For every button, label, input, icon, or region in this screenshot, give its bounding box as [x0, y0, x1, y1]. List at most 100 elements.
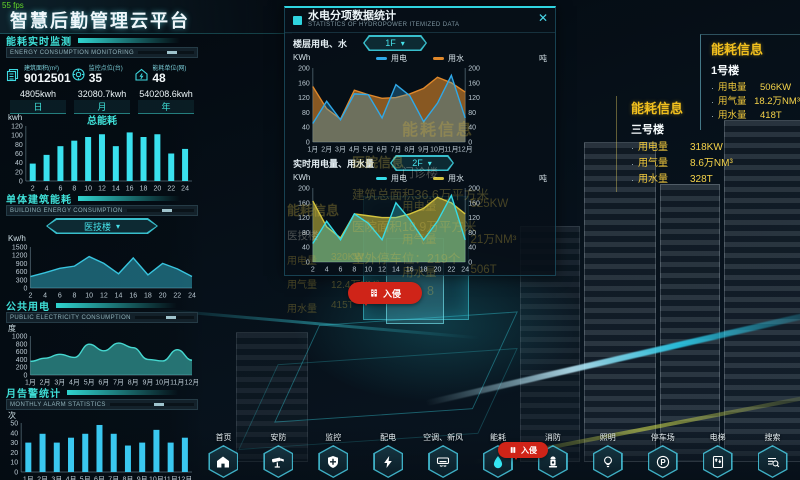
left-sidebar: 能耗实时监测 ENERGY CONSUMPTION MONITORING 建筑面…	[0, 0, 204, 480]
total-energy-chart-head: kwh 总能耗	[8, 113, 117, 127]
svg-text:8月: 8月	[404, 146, 415, 154]
floor-usage-row: 楼层用电、水 1F	[285, 33, 555, 53]
svg-text:40: 40	[468, 245, 476, 252]
chevron-down-icon	[401, 38, 405, 48]
nav-item-monitoring[interactable]: 监控	[306, 432, 361, 478]
building-energy-area-chart: 0 300 600 900 1200 1500 2 4 6 8 10 12 14 16 18 20 22 24	[6, 243, 198, 300]
mini-scrollbar	[138, 51, 194, 54]
svg-text:20: 20	[15, 169, 23, 176]
nav-item-lighting[interactable]: 照明	[580, 432, 635, 478]
svg-text:6: 6	[339, 267, 343, 274]
panel-title: 能耗信息	[631, 101, 684, 116]
svg-text:0: 0	[468, 140, 472, 147]
intrusion-alarm-badge-nav[interactable]: 入侵	[498, 442, 548, 460]
svg-text:16: 16	[129, 293, 137, 300]
svg-text:8: 8	[352, 267, 356, 274]
svg-text:6: 6	[58, 293, 62, 300]
nav-item-search[interactable]: 搜索	[745, 432, 800, 478]
modal-titles: 水电分项数据统计 STATISTICS OF HYDROPOWER ITEMIZ…	[308, 11, 459, 29]
nav-item-hvac[interactable]: 空调、新风	[416, 432, 471, 478]
svg-text:0: 0	[468, 260, 472, 267]
modal-square-icon	[293, 15, 302, 25]
app-header: 智慧后勤管理云平台	[0, 0, 292, 34]
lightning-icon	[373, 445, 404, 478]
public-electricity-area-chart: 0 200 400 600 800 1000 1月 2月 3月 4月 5月 6月 7月 8月 9月 10月 11…	[6, 332, 200, 387]
svg-text:2: 2	[28, 293, 32, 300]
modal-subtitle: STATISTICS OF HYDROPOWER ITEMIZED DATA	[308, 22, 460, 28]
svg-text:0: 0	[14, 470, 18, 477]
svg-text:12月: 12月	[177, 476, 192, 480]
svg-text:200: 200	[298, 66, 310, 73]
svg-text:20: 20	[10, 450, 18, 457]
svg-text:24: 24	[188, 293, 196, 300]
svg-text:7月: 7月	[108, 476, 119, 480]
svg-text:120: 120	[298, 215, 310, 222]
section-dash	[67, 390, 198, 395]
realtime-floor-dropdown[interactable]: 2F	[390, 155, 454, 171]
svg-text:10: 10	[84, 186, 92, 193]
svg-text:20: 20	[153, 186, 161, 193]
svg-text:9月: 9月	[142, 379, 153, 387]
svg-text:120: 120	[298, 95, 310, 102]
svg-text:8月: 8月	[122, 476, 133, 480]
intrusion-alarm-badge[interactable]: 入侵	[348, 282, 422, 306]
panel-building-name: 三号楼	[631, 124, 664, 136]
kpi-building-area: 建筑面积(m²) 9012501	[6, 60, 71, 88]
monthly-alarm-bar-chart: 0 10 20 30 40 50 1月 2月 3月 4月 5月 6月 7月 8月 9月 10月 11月 12月	[6, 419, 198, 480]
nav-item-parking[interactable]: 停车场 P	[635, 432, 690, 478]
svg-text:80: 80	[302, 110, 310, 117]
svg-text:12月: 12月	[185, 379, 198, 387]
svg-text:10月: 10月	[430, 146, 445, 154]
nav-item-home[interactable]: 首页	[196, 432, 251, 478]
svg-text:5月: 5月	[80, 476, 91, 480]
svg-text:400: 400	[16, 357, 28, 364]
svg-text:P: P	[660, 457, 666, 466]
svg-text:22: 22	[447, 267, 455, 274]
nav-item-security[interactable]: 安防	[251, 432, 306, 478]
svg-text:1500: 1500	[12, 245, 28, 252]
kpi-energy-units: 能耗单位(网) 48	[134, 60, 198, 88]
svg-text:18: 18	[144, 293, 152, 300]
nav-item-power[interactable]: 配电	[361, 432, 416, 478]
panel-building-name: 1号楼	[711, 65, 740, 77]
svg-text:4: 4	[325, 267, 329, 274]
svg-text:20: 20	[159, 293, 167, 300]
floor-usage-legend: 用电 用水	[293, 53, 547, 64]
nav-item-elevator[interactable]: 电梯	[690, 432, 745, 478]
svg-text:5月: 5月	[84, 379, 95, 387]
svg-text:80: 80	[468, 230, 476, 237]
svg-text:12: 12	[100, 293, 108, 300]
svg-text:40: 40	[302, 125, 310, 132]
svg-text:30: 30	[10, 440, 18, 447]
svg-text:1000: 1000	[12, 334, 28, 341]
svg-text:7月: 7月	[113, 379, 124, 387]
realtime-usage-chart-wrap: KWh 吨 用电 用水 0 0 40 40 80 80 120 120 160 160 200 200 2…	[293, 173, 547, 274]
period-year: 540208.6kwh 年	[138, 89, 194, 114]
svg-text:12月: 12月	[458, 146, 473, 154]
svg-text:120: 120	[11, 124, 23, 131]
svg-text:3月: 3月	[335, 146, 346, 154]
svg-text:6月: 6月	[98, 379, 109, 387]
svg-text:22: 22	[173, 293, 181, 300]
svg-text:40: 40	[10, 430, 18, 437]
svg-text:160: 160	[468, 80, 480, 87]
svg-text:16: 16	[406, 267, 414, 274]
svg-text:12: 12	[98, 186, 106, 193]
close-icon[interactable]: ✕	[537, 11, 548, 25]
svg-text:2: 2	[311, 267, 315, 274]
section-header-monitor: 能耗实时监测	[6, 35, 198, 48]
floor-select-dropdown[interactable]: 1F	[363, 35, 427, 51]
realtime-usage-chart: 0 0 40 40 80 80 120 120 160 160 200 200 2 4 6 8 10 12 14 16…	[293, 184, 485, 274]
svg-text:200: 200	[16, 365, 28, 372]
kpi-stats-row: 建筑面积(m²) 9012501 监控点位(台) 35 能耗单位(网) 48	[6, 60, 198, 88]
svg-text:2月: 2月	[40, 379, 51, 387]
svg-text:4: 4	[45, 186, 49, 193]
kpi-monitor-points: 监控点位(台) 35	[71, 60, 135, 88]
svg-text:18: 18	[140, 186, 148, 193]
legend-item: 用电	[376, 53, 407, 64]
building-select-dropdown[interactable]: 医技楼	[46, 218, 158, 234]
svg-text:22: 22	[167, 186, 175, 193]
svg-text:80: 80	[302, 230, 310, 237]
svg-text:20: 20	[434, 267, 442, 274]
